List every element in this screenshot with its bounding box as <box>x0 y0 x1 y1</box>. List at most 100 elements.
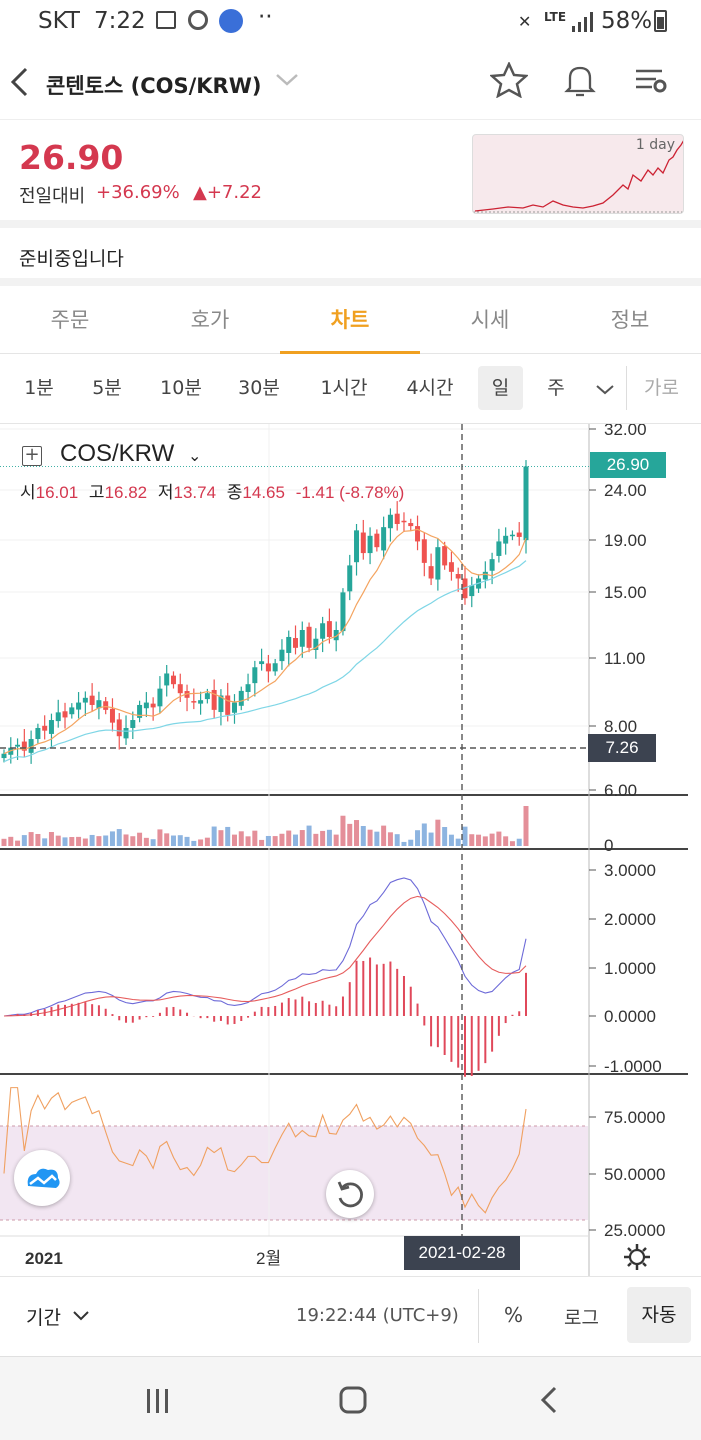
candle-body <box>374 533 380 548</box>
page-title[interactable]: 콘텐토스 (COS/KRW) <box>46 74 262 98</box>
volume-bar <box>62 837 68 846</box>
change-percent: +36.69% <box>96 182 180 203</box>
volume-bar <box>387 832 393 846</box>
close-label: 종 <box>226 483 243 502</box>
add-indicator-icon[interactable]: + <box>22 446 42 466</box>
chevron-down-icon[interactable] <box>274 72 300 92</box>
rsi-line <box>3 1087 527 1214</box>
ma-long-line <box>3 560 527 763</box>
candle-body <box>442 546 448 566</box>
period-button[interactable]: 기간 <box>26 1307 61 1329</box>
rsi-tick-label: 25.0000 <box>604 1221 665 1240</box>
volume-bar <box>306 825 312 846</box>
back-icon[interactable] <box>8 66 32 102</box>
tab-orderbook[interactable]: 호가 <box>190 308 230 332</box>
home-icon[interactable] <box>338 1385 368 1419</box>
auto-scale-button[interactable]: 자동 <box>627 1287 691 1343</box>
volume-bar <box>170 835 176 846</box>
chart-clock: 19:22:44 (UTC+9) <box>296 1305 459 1326</box>
volume-bar <box>150 839 156 846</box>
tab-chart[interactable]: 차트 <box>280 286 420 354</box>
chart-symbol[interactable]: COS/KRW <box>60 440 175 467</box>
interval-1h[interactable]: 1시간 <box>320 377 368 399</box>
candle-body <box>448 562 454 572</box>
price-tick-label: 8.00 <box>604 717 637 736</box>
tab-order[interactable]: 주문 <box>50 308 90 332</box>
candle-body <box>347 565 353 592</box>
percent-scale-button[interactable]: % <box>504 1303 524 1327</box>
chevron-down-icon[interactable] <box>72 1307 90 1326</box>
volume-bar <box>69 837 75 846</box>
candle-body <box>164 673 170 686</box>
candle-body <box>89 695 95 705</box>
divider <box>626 366 627 410</box>
mini-chart-line <box>473 140 683 213</box>
volume-bar <box>286 830 292 846</box>
candle-body <box>252 667 258 684</box>
status-bar: SKT 7:22 ·· ✕ LTE 58% <box>0 0 701 44</box>
tab-market[interactable]: 시세 <box>470 308 510 332</box>
interval-5m[interactable]: 5분 <box>92 377 122 399</box>
interval-1m[interactable]: 1분 <box>24 377 54 399</box>
back-nav-icon[interactable] <box>538 1385 560 1419</box>
mini-chart[interactable]: 1 day <box>472 134 684 214</box>
layout-toggle[interactable]: 가로 <box>644 377 679 399</box>
macd-tick-label: 2.0000 <box>604 910 656 929</box>
volume-bar <box>313 833 319 846</box>
battery-icon <box>654 10 667 32</box>
star-icon[interactable] <box>488 60 530 102</box>
candle-body <box>238 690 244 706</box>
tab-bar: 주문 호가 차트 시세 정보 <box>0 286 701 354</box>
interval-4h[interactable]: 4시간 <box>406 377 454 399</box>
chevron-down-icon[interactable] <box>594 382 616 401</box>
interval-30m[interactable]: 30분 <box>238 377 280 399</box>
recent-apps-icon[interactable] <box>144 1387 172 1419</box>
volume-bar <box>394 834 400 846</box>
volume-bar <box>238 831 244 846</box>
candle-body <box>408 523 414 527</box>
volume-bar <box>48 832 54 846</box>
volume-bar <box>367 829 373 846</box>
macd-signal-line <box>3 895 527 1017</box>
macd-tick-label: 0.0000 <box>604 1007 656 1026</box>
candle-body <box>55 712 61 722</box>
volume-bar <box>523 806 529 846</box>
volume-bar <box>293 834 299 846</box>
candle-body <box>28 739 34 753</box>
chart-canvas[interactable]: 32.00 24.00 19.00 15.00 11.00 8.00 6.00 0 3.0000… <box>0 424 701 1276</box>
tab-info[interactable]: 정보 <box>610 308 650 332</box>
interval-10m[interactable]: 10분 <box>160 377 202 399</box>
volume-bar <box>231 834 237 846</box>
candle-body <box>150 703 156 708</box>
candle-body <box>293 638 299 648</box>
candle-body <box>109 708 115 723</box>
chart-area[interactable]: 32.00 24.00 19.00 15.00 11.00 8.00 6.00 0 3.0000… <box>0 424 701 1276</box>
candle-body <box>245 684 251 692</box>
price-summary: 26.90 전일대비 +36.69% ▲+7.22 1 day <box>0 120 701 228</box>
volume-bar <box>279 833 285 846</box>
volume-bar <box>211 826 217 846</box>
high-label: 고 <box>88 483 105 502</box>
tradingview-logo-button[interactable] <box>14 1150 70 1206</box>
candle-body <box>354 530 360 563</box>
candle-body <box>259 661 265 665</box>
mini-chart-label: 1 day <box>635 137 675 153</box>
bell-icon[interactable] <box>564 64 596 102</box>
interval-bar: 1분 5분 10분 30분 1시간 4시간 일 주 가로 <box>0 354 701 424</box>
price-tick-label: 19.00 <box>604 531 647 550</box>
candle-body <box>360 532 366 554</box>
volume-bar <box>245 836 251 846</box>
volume-bar <box>320 830 326 846</box>
volume-bar <box>28 832 34 846</box>
chevron-down-icon[interactable]: ⌄ <box>188 446 202 465</box>
settings-list-icon[interactable] <box>634 66 670 100</box>
volume-bar <box>82 838 88 846</box>
gear-icon[interactable] <box>622 1242 652 1276</box>
candle-body <box>42 725 48 731</box>
candle-body <box>313 638 319 650</box>
log-scale-button[interactable]: 로그 <box>564 1307 599 1329</box>
reset-chart-icon[interactable] <box>326 1170 374 1218</box>
interval-week[interactable]: 주 <box>547 377 565 399</box>
interval-day[interactable]: 일 <box>478 366 523 410</box>
volume-bar <box>191 840 197 846</box>
